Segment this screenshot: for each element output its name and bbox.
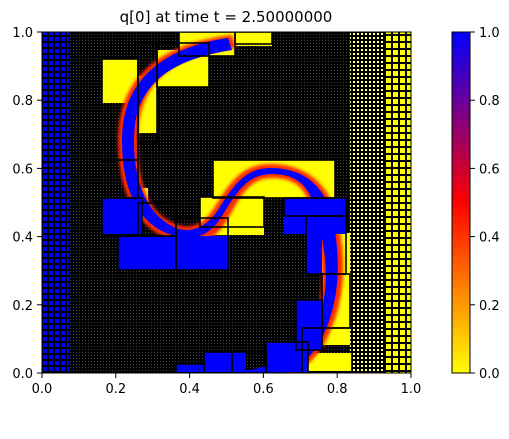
field-left-strip xyxy=(42,32,69,373)
x-tick-label: 0.0 xyxy=(32,382,53,397)
x-tick-label: 0.4 xyxy=(179,382,200,397)
cbar-tick-label: 0.0 xyxy=(479,367,500,382)
x-tick-label: 1.0 xyxy=(401,382,422,397)
chart-title: q[0] at time t = 2.50000000 xyxy=(120,8,333,26)
plot-frame xyxy=(41,31,412,374)
cbar-tick-label: 0.2 xyxy=(479,299,500,314)
y-tick-label: 0.0 xyxy=(12,367,33,382)
amr-patch-outlines xyxy=(101,32,353,373)
field-right-dots xyxy=(350,32,384,373)
x-tick-label: 0.8 xyxy=(327,382,348,397)
plot-area: 0.0 0.2 0.4 0.6 0.8 1.0 0.0 0.2 0.4 0.6 … xyxy=(12,26,421,397)
y-tick-label: 1.0 xyxy=(12,26,33,41)
cbar-tick-label: 1.0 xyxy=(479,26,500,41)
colorbar: 0.0 0.2 0.4 0.6 0.8 1.0 xyxy=(451,26,500,382)
y-tick-label: 0.6 xyxy=(12,162,33,177)
field-right-strip xyxy=(384,32,411,373)
cbar-tick-label: 0.4 xyxy=(479,231,500,246)
y-tick-label: 0.2 xyxy=(12,299,33,314)
spiral-halo xyxy=(118,35,344,373)
x-tick-label: 0.2 xyxy=(105,382,126,397)
cbar-tick-label: 0.8 xyxy=(479,94,500,109)
y-tick-label: 0.4 xyxy=(12,231,33,246)
x-axis: 0.0 0.2 0.4 0.6 0.8 1.0 xyxy=(32,373,422,397)
y-tick-label: 0.8 xyxy=(12,94,33,109)
blue-patches xyxy=(102,198,346,372)
y-axis: 0.0 0.2 0.4 0.6 0.8 1.0 xyxy=(12,26,42,382)
cbar-tick-label: 0.6 xyxy=(479,162,500,177)
x-tick-label: 0.6 xyxy=(253,382,274,397)
colorbar-gradient xyxy=(451,31,471,374)
